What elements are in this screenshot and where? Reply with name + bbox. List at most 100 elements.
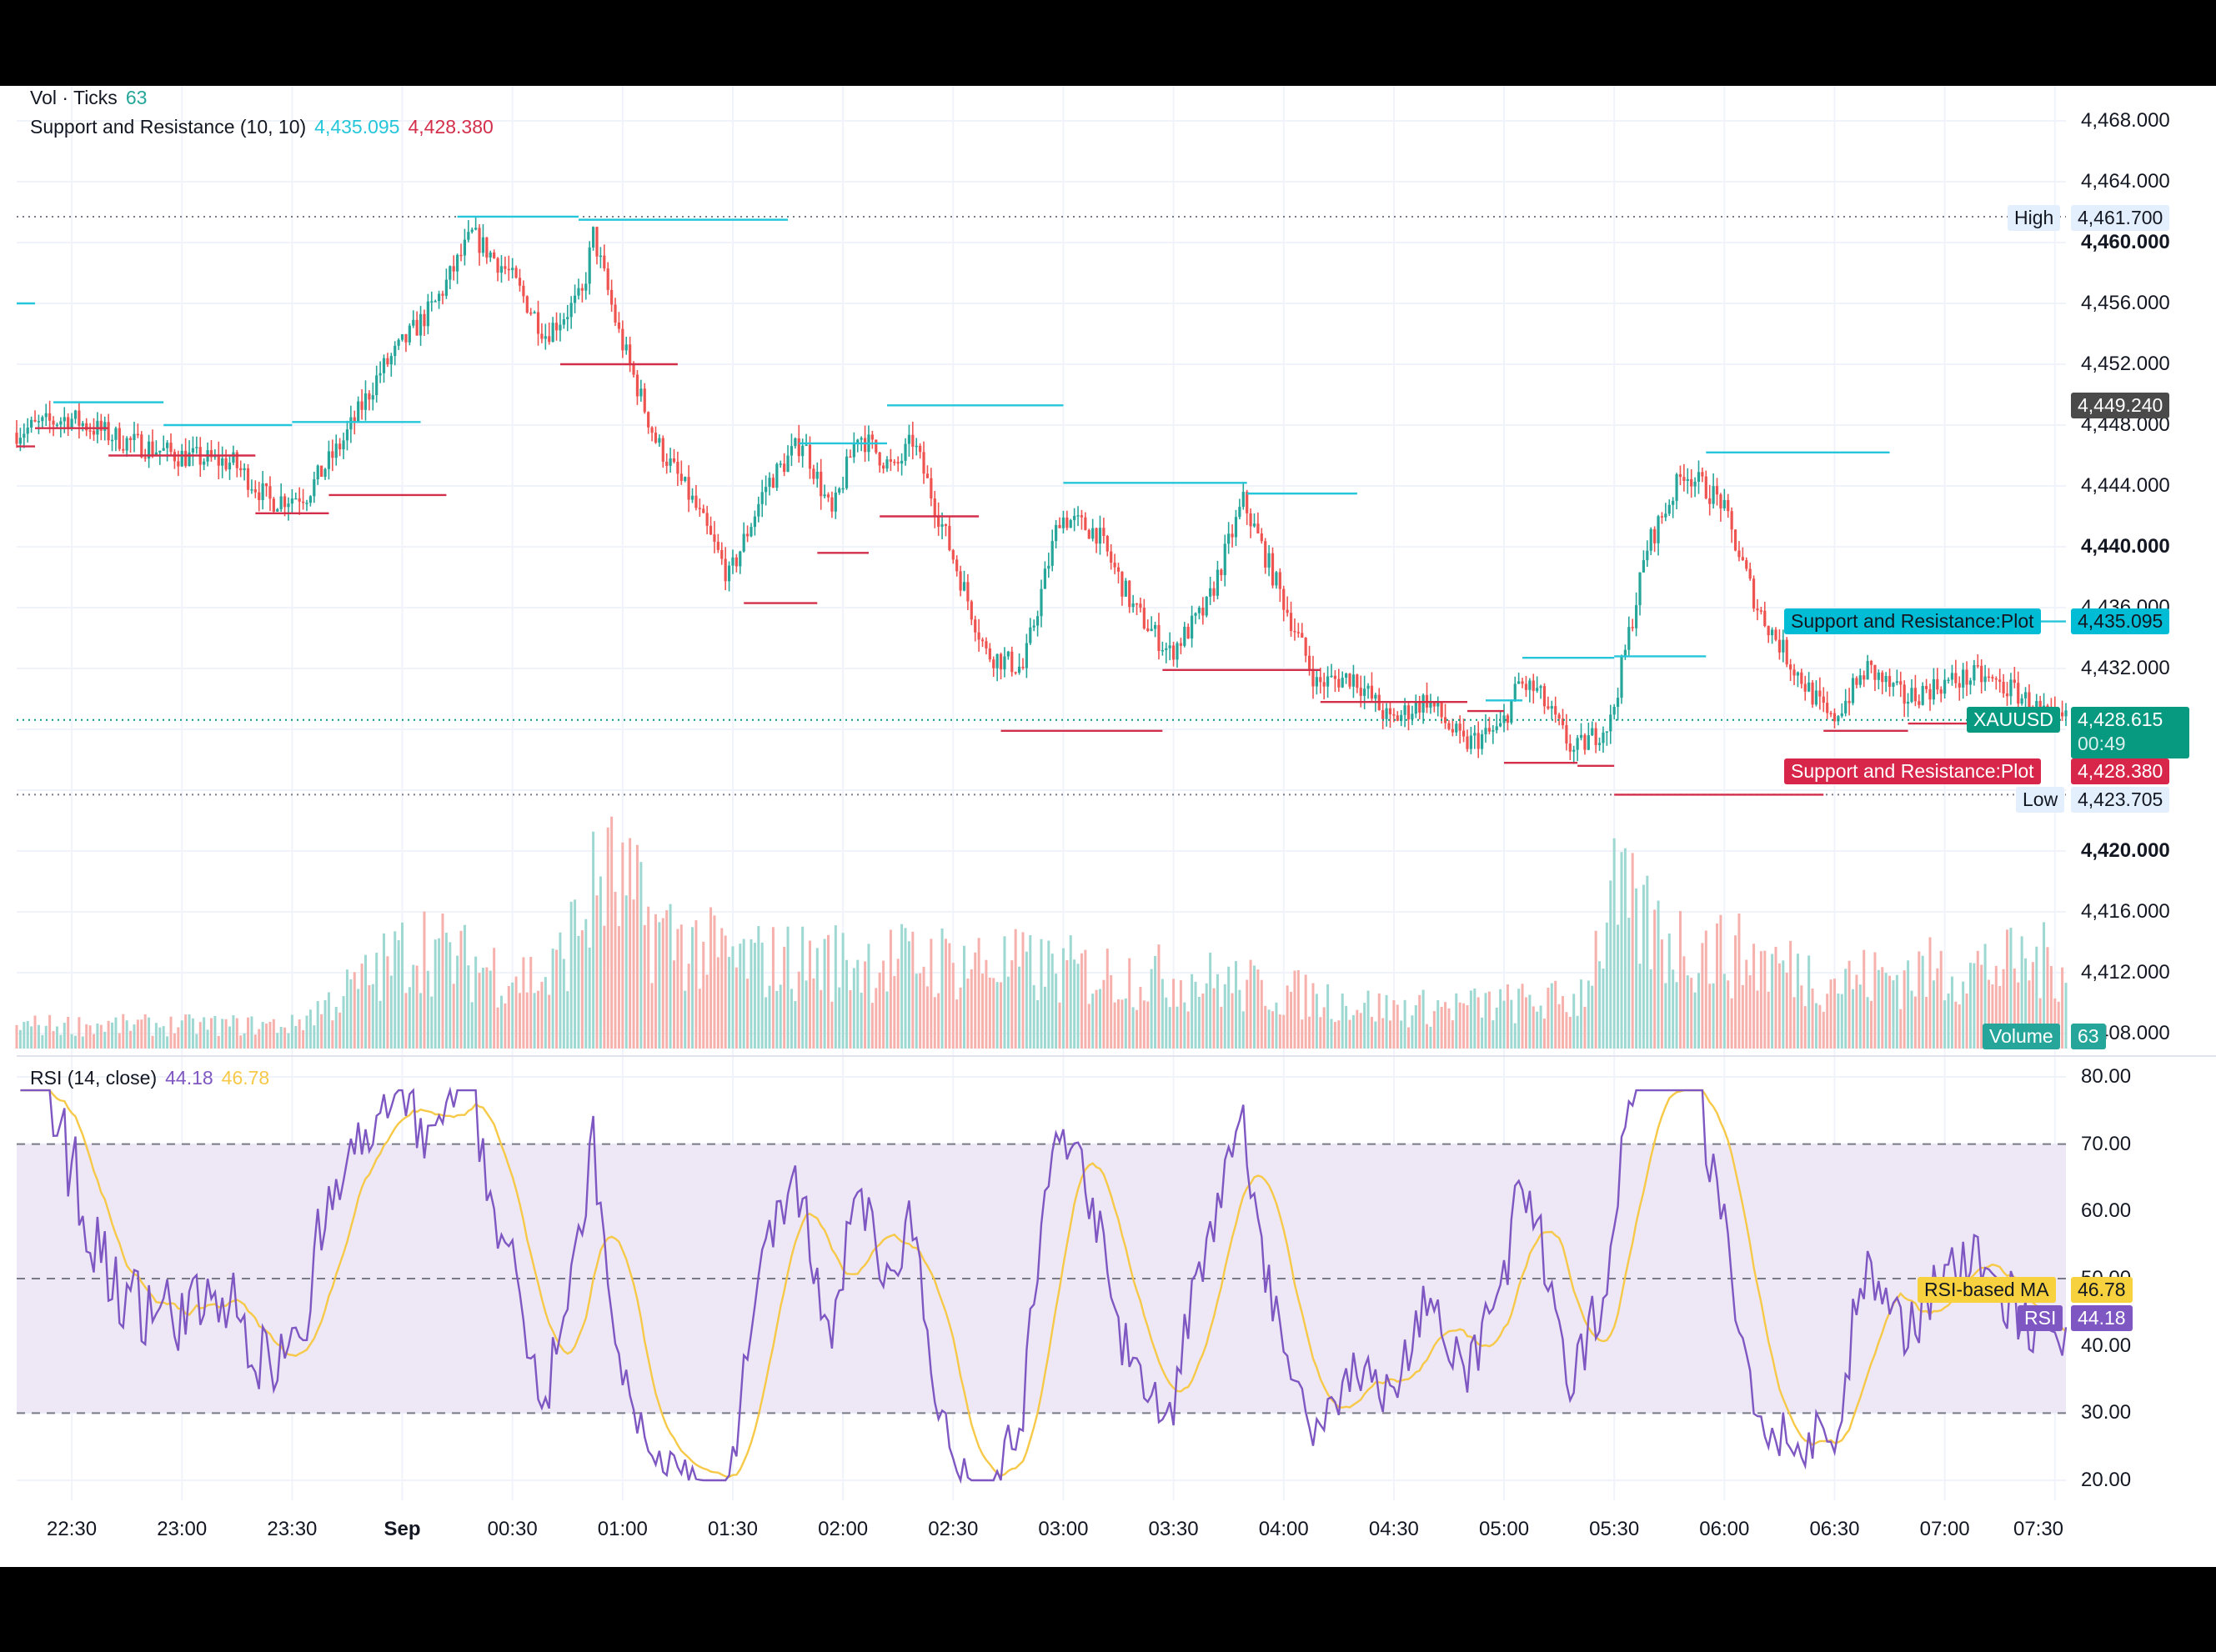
candle-body xyxy=(1315,677,1318,687)
candle-body xyxy=(279,496,283,509)
candle-body xyxy=(128,438,133,440)
candle-body xyxy=(1932,678,1936,700)
volume-bar xyxy=(1976,950,1979,1049)
legend-snr[interactable]: Support and Resistance (10, 10) 4,435.095… xyxy=(30,116,502,138)
volume-bar xyxy=(948,943,951,1049)
volume-bar xyxy=(449,942,452,1049)
volume-bar xyxy=(111,1022,114,1049)
candle-body xyxy=(504,266,507,269)
volume-bar xyxy=(1605,922,1608,1049)
volume-bar xyxy=(129,1030,133,1049)
volume-bar xyxy=(463,924,466,1049)
volume-bar xyxy=(1708,984,1712,1049)
volume-bar xyxy=(875,988,878,1049)
legend-rsi[interactable]: RSI (14, close) 44.18 46.78 xyxy=(30,1067,278,1089)
volume-bar xyxy=(537,990,540,1049)
candle-body xyxy=(629,344,632,363)
candle-body xyxy=(1792,669,1796,676)
volume-bar xyxy=(1374,1021,1377,1049)
volume-bar xyxy=(1583,1006,1587,1049)
candle-body xyxy=(745,533,750,537)
candle-body xyxy=(158,450,162,453)
candle-body xyxy=(1789,664,1792,670)
volume-bar xyxy=(383,933,386,1049)
volume-bar xyxy=(551,949,554,1049)
volume-bar xyxy=(2009,928,2013,1049)
candle-body xyxy=(739,551,742,567)
candle-body xyxy=(287,503,290,508)
candle-body xyxy=(559,324,562,331)
volume-bar xyxy=(206,1029,209,1049)
volume-bar xyxy=(1110,974,1113,1049)
volume-bar xyxy=(1396,1004,1399,1049)
candle-body xyxy=(85,423,88,431)
candle-body xyxy=(1635,605,1638,628)
candle-body xyxy=(191,448,195,453)
legend-volume[interactable]: Vol · Ticks 63 xyxy=(30,87,155,109)
candle-body xyxy=(1095,528,1098,544)
candle-body xyxy=(1499,723,1502,727)
candle-body xyxy=(1542,686,1547,707)
candle-body xyxy=(731,557,734,566)
volume-bar xyxy=(977,938,980,1049)
candle-body xyxy=(1003,656,1006,670)
rsi-tick-label: 70.00 xyxy=(2081,1132,2132,1155)
volume-bar xyxy=(1741,984,1744,1049)
volume-bar xyxy=(1826,994,1829,1049)
volume-bar xyxy=(1073,959,1076,1049)
candle-body xyxy=(1906,701,1910,704)
candle-body xyxy=(1234,517,1238,538)
volume-bar xyxy=(1105,949,1109,1049)
candle-body xyxy=(55,424,59,426)
candle-body xyxy=(647,412,650,428)
candle-body xyxy=(933,498,936,516)
volume-bar xyxy=(1550,983,1553,1049)
price-tick-label: 4,452.000 xyxy=(2081,353,2170,375)
candle-body xyxy=(1521,681,1524,684)
resistance-value-tag: 4,435.095 xyxy=(2071,608,2170,634)
volume-bar xyxy=(1234,961,1237,1049)
volume-bar xyxy=(379,1000,382,1049)
candle-body xyxy=(1763,610,1767,627)
volume-bar xyxy=(617,926,620,1049)
candle-body xyxy=(881,465,885,469)
volume-bar xyxy=(1032,984,1035,1049)
volume-bar xyxy=(15,1024,18,1049)
candle-body xyxy=(768,478,771,488)
candle-body xyxy=(705,513,709,526)
candle-body xyxy=(624,344,628,351)
candle-body xyxy=(1913,688,1917,702)
candle-body xyxy=(15,433,18,444)
volume-bar xyxy=(434,939,437,1049)
candle-body xyxy=(1623,649,1627,658)
candle-body xyxy=(1035,616,1040,626)
candle-body xyxy=(426,301,429,327)
candle-body xyxy=(1620,657,1623,698)
volume-bar xyxy=(1231,993,1234,1049)
candle-body xyxy=(1282,588,1286,610)
candle-body xyxy=(661,438,664,462)
candle-body xyxy=(1506,715,1510,723)
volume-bar xyxy=(41,1034,44,1049)
volume-bar xyxy=(1006,976,1010,1049)
candle-body xyxy=(1032,625,1035,628)
volume-bar xyxy=(775,990,779,1049)
volume-bar xyxy=(1337,1020,1341,1049)
candle-body xyxy=(1818,690,1822,697)
volume-bar xyxy=(1084,949,1087,1049)
volume-bar xyxy=(705,974,709,1049)
volume-bar xyxy=(1822,1011,1825,1049)
candle-body xyxy=(1461,730,1466,737)
volume-bar xyxy=(1562,996,1565,1049)
candle-body xyxy=(162,448,165,451)
volume-bar xyxy=(1598,961,1602,1049)
volume-bar xyxy=(1021,932,1025,1049)
candle-body xyxy=(1936,678,1939,690)
volume-bar xyxy=(1447,1008,1451,1049)
candle-body xyxy=(1388,708,1392,715)
volume-bar xyxy=(1998,985,2002,1049)
candle-body xyxy=(1642,560,1646,573)
volume-bar xyxy=(911,931,915,1049)
volume-bar xyxy=(1664,983,1667,1049)
